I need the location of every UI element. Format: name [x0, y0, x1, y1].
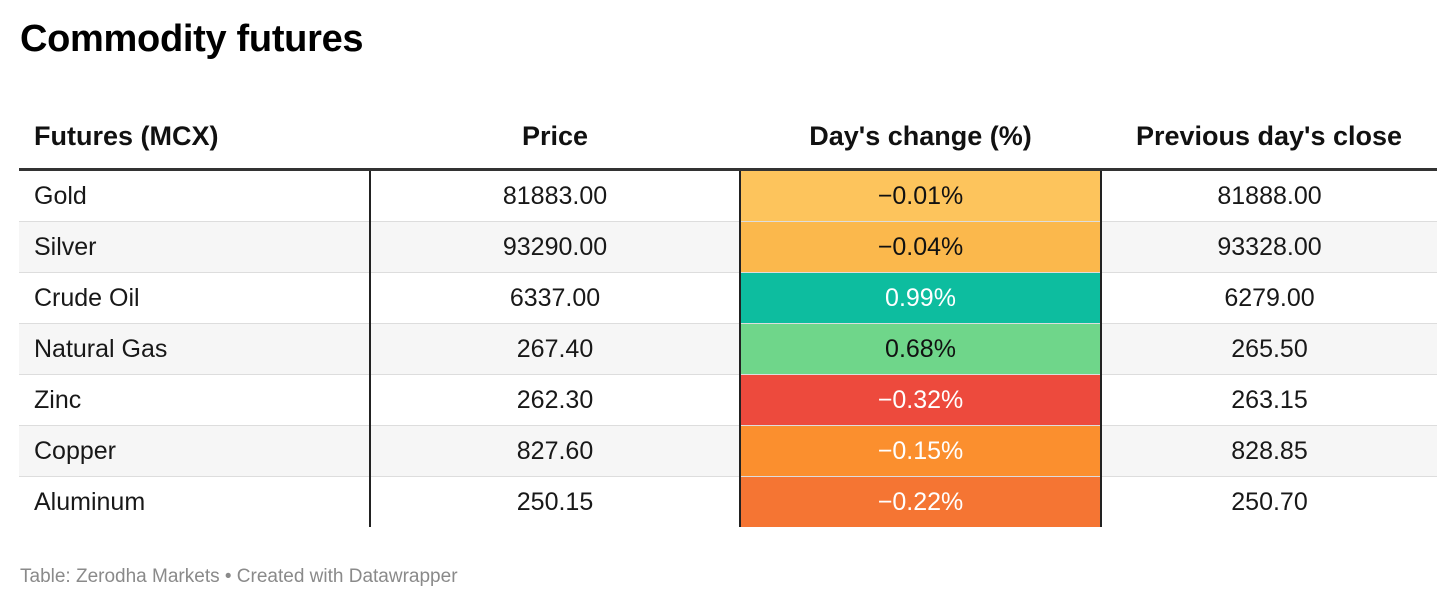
- column-header-change[interactable]: Day's change (%): [740, 104, 1101, 171]
- cell-price: 6337.00: [369, 272, 740, 324]
- table-body: Gold 81883.00 −0.01% 81888.00 Silver 93290.00…: [19, 169, 1437, 527]
- column-header-price[interactable]: Price: [370, 104, 740, 171]
- cell-commodity: Zinc: [19, 374, 370, 426]
- commodity-table: Futures (MCX) Price Day's change (%) Pre…: [19, 104, 1437, 527]
- cell-price: 93290.00: [369, 221, 740, 273]
- cell-prev-close: 250.70: [1231, 487, 1308, 516]
- cell-commodity: Silver: [19, 221, 370, 273]
- table-row: Gold 81883.00 −0.01% 81888.00: [19, 169, 1437, 222]
- chart-title: Commodity futures: [20, 18, 364, 60]
- cell-commodity: Copper: [19, 425, 370, 477]
- cell-change: −0.01%: [739, 169, 1102, 222]
- cell-change: 0.99%: [739, 272, 1102, 324]
- cell-change: −0.32%: [739, 374, 1102, 426]
- column-header-futures[interactable]: Futures (MCX): [19, 104, 370, 171]
- cell-price: 262.30: [369, 374, 740, 426]
- cell-change: −0.15%: [739, 425, 1102, 477]
- table-row: Crude Oil 6337.00 0.99% 6279.00: [19, 272, 1437, 324]
- cell-commodity: Natural Gas: [19, 323, 370, 375]
- table-row: Silver 93290.00 −0.04% 93328.00: [19, 221, 1437, 273]
- cell-price: 250.15: [369, 476, 740, 527]
- table-row: Aluminum 250.15 −0.22% 250.70: [19, 476, 1437, 527]
- cell-price: 81883.00: [369, 169, 740, 222]
- cell-change: 0.68%: [739, 323, 1102, 375]
- cell-commodity: Gold: [19, 169, 370, 222]
- column-header-prev-close[interactable]: Previous day's close: [1101, 104, 1437, 171]
- table-header-row: Futures (MCX) Price Day's change (%) Pre…: [19, 104, 1437, 171]
- cell-prev-close: 81888.00: [1101, 169, 1437, 222]
- cell-prev-close: 828.85: [1101, 425, 1437, 477]
- cell-commodity: Aluminum: [34, 487, 146, 516]
- cell-prev-close: 93328.00: [1101, 221, 1437, 273]
- cell-prev-close: 263.15: [1101, 374, 1437, 426]
- table-row: Copper 827.60 −0.15% 828.85: [19, 425, 1437, 477]
- source-note: Table: Zerodha Markets • Created with Da…: [20, 566, 458, 587]
- cell-change: −0.22%: [739, 476, 1102, 527]
- cell-prev-close: 6279.00: [1101, 272, 1437, 324]
- cell-price: 827.60: [369, 425, 740, 477]
- cell-price: 267.40: [369, 323, 740, 375]
- cell-change: −0.04%: [739, 221, 1102, 273]
- table-row: Zinc 262.30 −0.32% 263.15: [19, 374, 1437, 426]
- cell-commodity: Crude Oil: [19, 272, 370, 324]
- cell-prev-close: 265.50: [1101, 323, 1437, 375]
- table-row: Natural Gas 267.40 0.68% 265.50: [19, 323, 1437, 375]
